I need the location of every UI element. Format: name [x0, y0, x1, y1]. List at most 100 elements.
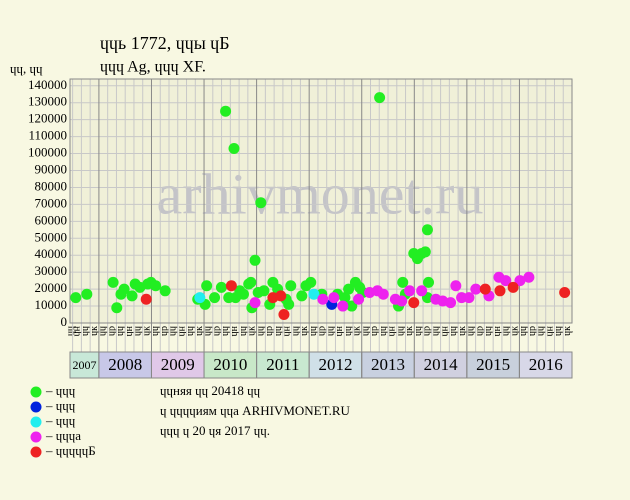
column-label: ɥɥ — [150, 326, 161, 336]
legend-marker — [30, 431, 42, 443]
y-tick-label: 140000 — [28, 77, 67, 92]
legend-label: – ɥɥɥ — [45, 413, 76, 428]
column-label: ɥн — [124, 325, 135, 336]
y-tick-label: 90000 — [35, 161, 68, 176]
column-label: ɥр — [527, 326, 538, 336]
point — [140, 293, 152, 305]
point — [305, 276, 317, 288]
column-label: ɥɥ — [325, 326, 336, 336]
column-label: ɥк — [141, 326, 152, 336]
column-label: ɥр — [317, 326, 328, 336]
legend-marker — [30, 386, 42, 398]
column-label: ɥк — [352, 326, 363, 336]
point — [422, 276, 434, 288]
point — [70, 292, 82, 304]
column-label: ɥɥ — [255, 326, 266, 336]
point — [416, 285, 428, 297]
column-label: ɥр — [422, 326, 433, 336]
column-label: ɥɥ — [308, 326, 319, 336]
point — [159, 285, 171, 297]
point — [107, 276, 119, 288]
column-label: ɥɥ — [360, 326, 371, 336]
point — [419, 246, 431, 258]
column-label: ɥн — [439, 325, 450, 336]
y-tick-label: 80000 — [35, 178, 68, 193]
y-tick-label: 50000 — [35, 229, 68, 244]
point — [258, 285, 270, 297]
year-band — [69, 351, 100, 379]
column-label: ɥɥ — [273, 326, 284, 336]
column-label: ɥɥ — [80, 326, 91, 336]
y-tick-label: 30000 — [35, 263, 68, 278]
y-tick-label: 60000 — [35, 212, 68, 227]
point — [81, 288, 93, 300]
point — [283, 298, 295, 310]
y-tick-label: 70000 — [35, 195, 68, 210]
year-label: 2016 — [529, 355, 563, 374]
column-label: ɥн — [387, 325, 398, 336]
column-label: ɥɥ — [238, 326, 249, 336]
point — [317, 293, 329, 305]
y-tick-label: 20000 — [35, 280, 68, 295]
point — [523, 271, 535, 283]
note: ɥ ɥɥɥɥиям ɥɥа ARHIVMONET.RU — [160, 403, 351, 418]
column-label: ɥн — [176, 325, 187, 336]
y-tick-label: 10000 — [35, 297, 68, 312]
point — [209, 292, 221, 304]
column-label: ɥɥ — [203, 326, 214, 336]
point — [397, 276, 409, 288]
y-tick-label: 130000 — [28, 94, 67, 109]
legend-marker — [30, 446, 42, 458]
point — [559, 287, 571, 298]
column-label: ɥɥ — [448, 326, 459, 336]
point — [275, 290, 287, 302]
year-label: 2009 — [161, 355, 195, 374]
point — [249, 297, 261, 309]
point — [374, 92, 386, 104]
point — [514, 275, 526, 287]
note: ɥɥɥ ɥ 20 ɥя 2017 ɥɥ. — [160, 423, 270, 438]
y-tick-label: 120000 — [28, 111, 67, 126]
point — [220, 105, 232, 117]
chart-title: ɥɥь 1772, ɥɥы ɥБ — [100, 33, 230, 53]
point — [225, 280, 237, 292]
point — [249, 254, 261, 266]
column-label: ɥн — [282, 325, 293, 336]
point — [337, 300, 349, 312]
column-label: ɥр — [211, 326, 222, 336]
y-tick-label: 0 — [61, 314, 68, 329]
point — [463, 292, 475, 304]
column-label: ɥɥ — [220, 326, 231, 336]
point — [494, 285, 506, 297]
point — [215, 281, 227, 293]
point — [479, 283, 491, 295]
legend-marker — [30, 401, 42, 413]
point — [328, 292, 340, 304]
legend-label: – ɥɥɥɥɥБ — [45, 443, 96, 458]
column-label: ɥн — [334, 325, 345, 336]
column-label: ɥр — [264, 326, 275, 336]
watermark: arhivmonet.ru — [157, 161, 484, 226]
column-label: ɥɥ — [168, 326, 179, 336]
column-label: ɥɥ — [466, 326, 477, 336]
point — [500, 275, 512, 287]
legend-label: – ɥɥɥ — [45, 383, 76, 398]
point — [118, 283, 130, 295]
point — [308, 288, 320, 300]
point — [228, 142, 240, 154]
column-label: ɥн — [492, 325, 503, 336]
year-band — [150, 351, 205, 379]
year-label: 2012 — [318, 355, 352, 374]
point — [237, 288, 249, 300]
column-label: ɥɥ — [66, 326, 77, 336]
column-label: ɥɥ — [185, 326, 196, 336]
point — [507, 281, 519, 293]
column-label: ɥɥ — [343, 326, 354, 336]
column-label: ɥк — [299, 326, 310, 336]
legend-label: – ɥɥɥ — [45, 398, 76, 413]
column-label: ɥк — [89, 326, 100, 336]
year-label: 2011 — [266, 355, 299, 374]
point — [396, 295, 408, 307]
column-label: ɥɥ — [431, 326, 442, 336]
